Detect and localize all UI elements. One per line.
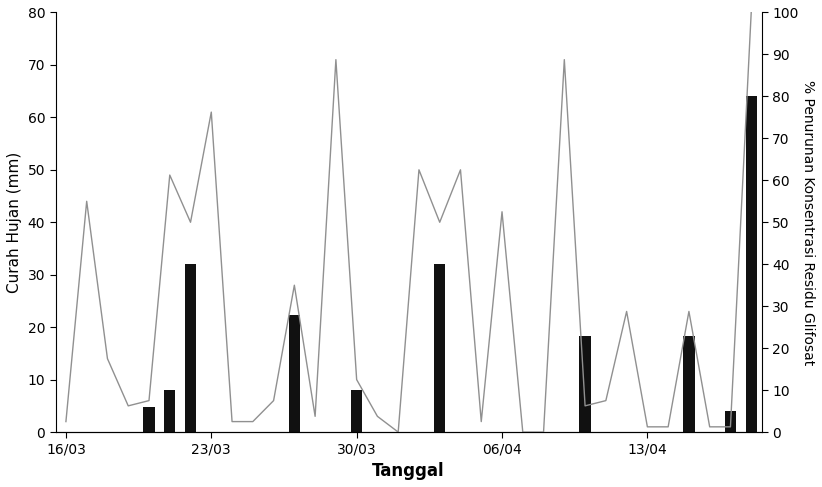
Bar: [185, 264, 196, 432]
Y-axis label: Curah Hujan (mm): Curah Hujan (mm): [7, 151, 22, 293]
Y-axis label: % Penurunan Konsentrasi Residu Glifosat: % Penurunan Konsentrasi Residu Glifosat: [801, 80, 815, 365]
Bar: [289, 315, 300, 432]
Bar: [746, 96, 757, 432]
Bar: [351, 390, 363, 432]
Bar: [164, 390, 175, 432]
Bar: [434, 264, 446, 432]
Bar: [143, 407, 155, 432]
Bar: [725, 411, 737, 432]
Bar: [683, 336, 695, 432]
Bar: [580, 336, 591, 432]
X-axis label: Tanggal: Tanggal: [372, 462, 445, 480]
